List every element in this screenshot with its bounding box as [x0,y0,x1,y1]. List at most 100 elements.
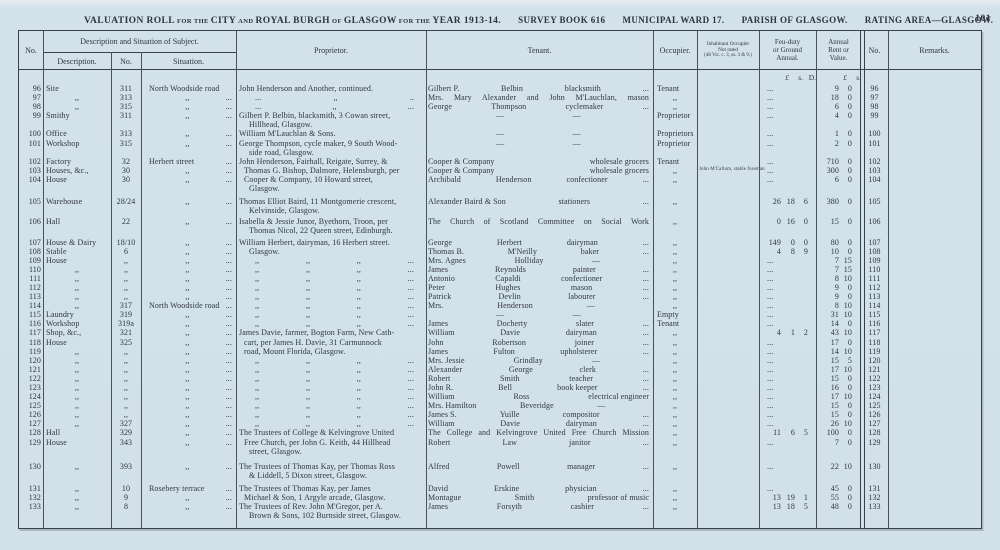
column-divider [653,31,654,528]
tenant-entry: Mrs. Jessie Grindlay — [426,356,653,365]
ellipsis-marker: ... [225,310,232,320]
cell-tenant: George Thompson cyclemaker... [426,102,653,111]
cell-entry-number-repeat: 119 [868,346,881,356]
ellipsis-marker: ... [642,174,649,184]
tenant-entry: George Thompson cyclemaker... [426,102,653,111]
ditto-mark: ,, [255,273,260,283]
shillings-value: 16 [786,217,795,227]
proprietor-line: The Trustees of College & Kelvingrove Un… [239,428,395,438]
cell-feu-duty: ... [759,401,816,410]
cell-feu-duty: ... [759,347,816,356]
cell-situation: ,,... [141,419,236,428]
table-row: 119,,,,,,... road, Mount Florida, Glasgow… [19,347,981,356]
cell-occupier: ,, [672,255,678,265]
cell-proprietor: George Thompson, cycle maker, 9 South Wo… [236,139,426,157]
situation-text: North Woodside road [149,301,220,311]
cell-entry-number-repeat: 132 [868,493,881,503]
table-row: 130,, 393,,... The Trustees of Thomas Kay,… [19,462,981,480]
ellipsis-marker: ... [767,273,774,283]
table-row: 133,, 8,,... The Trustees of Rev. John M'G… [19,502,981,520]
tenant-text: John [428,337,444,347]
tenant-entry: Antonio Capaldi confectioner... [426,274,653,283]
situation-text: ,, [185,255,190,265]
proprietor-ditto-marks: ,,,,,,... [239,256,426,265]
cell-inhabitant-occupier [697,392,759,393]
pounds-value: 48 [830,502,839,512]
cell-annual-rent: 26 10 [816,419,861,428]
column-divider [759,31,760,528]
tenant-text: Ross [513,392,530,402]
tenant-text: James [428,502,449,512]
cell-entry-number: 123 [28,383,41,392]
proprietor-line: Cooper & Company, 10 Howard street, [244,174,373,184]
pounds-value: 6 [834,102,839,112]
pounds-value: 31 [830,310,839,320]
proprietor-ditto-marks: ...,,... [239,102,426,111]
shillings-value: 0 [847,93,852,103]
cell-street-number: 325 [119,337,133,347]
cell-tenant: — — [426,139,653,148]
cell-entry-number: 103 [28,165,41,175]
ditto-mark: ... [407,273,414,283]
ditto-mark: ,, [356,273,361,283]
ditto-mark: ... [407,410,414,420]
cell-tenant: James Forsyth cashier... [426,502,653,511]
cell-proprietor: Free Church, per John G. Keith, 44 Hillh… [236,438,426,456]
tenant-text: dairyman [566,237,598,247]
cell-entry-number: 99 [32,111,41,121]
pounds-value: 11 [773,428,781,438]
ellipsis-marker: ... [767,301,774,311]
ellipsis-marker: ... [642,292,649,302]
cell-street-number: 28/24 [116,197,136,207]
cell-occupier: ,, [672,483,678,493]
cell-description: ,, [74,364,80,374]
cell-proprietor: ,,,,,,... [236,310,426,319]
tenant-text: — [496,310,505,320]
cell-entry-number: 106 [28,217,41,227]
column-divider [43,31,44,528]
cell-proprietor: ,,,,,,... [236,383,426,392]
cell-street-number: 313 [119,129,133,139]
ditto-mark: ,, [255,392,260,402]
cell-tenant: The College and Kelvingrove United Free … [426,428,653,437]
pounds-value: 13 [772,493,781,503]
table-row: 102 Factory 32 Herbert street... John Hender… [19,157,981,166]
tenant-entry: Patrick Devlin labourer... [426,292,653,301]
title-segment: GLASGOW [343,16,397,26]
proprietor-line: The Trustees of Rev. John M'Gregor, per … [239,502,383,512]
tenant-text: dairyman [565,328,597,338]
table-row: 103 Houses, &c., 30,,... Thomas G. Bishop, … [19,166,981,175]
cell-street-number: 6 [123,246,129,256]
cell-proprietor: ,,,,,,... [236,319,426,328]
ellipsis-marker: ... [225,102,232,112]
cell-description: ,, [74,419,80,429]
tenant-text: Alexander Baird & Son [428,197,506,207]
cell-entry-number: 107 [28,237,41,247]
shillings-value: 8 [790,246,795,256]
pounds-value: 4 [834,111,839,121]
pence-value: 0 [803,217,808,227]
pounds-value: 13 [772,502,781,512]
ditto-mark: ... [407,383,414,392]
proprietor-line: cart, per James H. Davie, 31 Carmunnock [244,337,382,347]
proprietor-ditto-marks: ,,,,,,... [239,265,426,274]
cell-tenant: — — [426,310,653,319]
tenant-text: Montague [428,493,462,503]
ellipsis-marker: ... [225,319,232,329]
cell-entry-number-repeat: 123 [868,383,881,392]
page-header: VALUATION ROLL FOR THE CITY AND ROYAL BURGH O… [0,10,1000,27]
cell-annual-rent: 22 10 [816,462,861,471]
table-row: 128 Hall 329,,... The Trustees of College &… [19,428,981,437]
ellipsis-marker: ... [767,364,774,374]
cell-proprietor: road, Mount Florida, Glasgow. [236,347,426,356]
tenant-entry: David Erskine physician... [426,484,653,493]
ditto-mark: ... [407,102,414,112]
cell-entry-number-repeat: 108 [868,246,881,256]
cell-street-number: 319 [119,310,133,320]
cell-proprietor: The Trustees of Rev. John M'Gregor, per … [236,502,426,520]
cell-inhabitant-occupier [697,438,759,439]
cell-annual-rent: 380 0 [816,197,861,206]
cell-inhabitant-occupier [697,301,759,302]
situation-text: ,, [185,461,190,471]
cell-tenant: Alexander Baird & Son stationers... [426,197,653,206]
